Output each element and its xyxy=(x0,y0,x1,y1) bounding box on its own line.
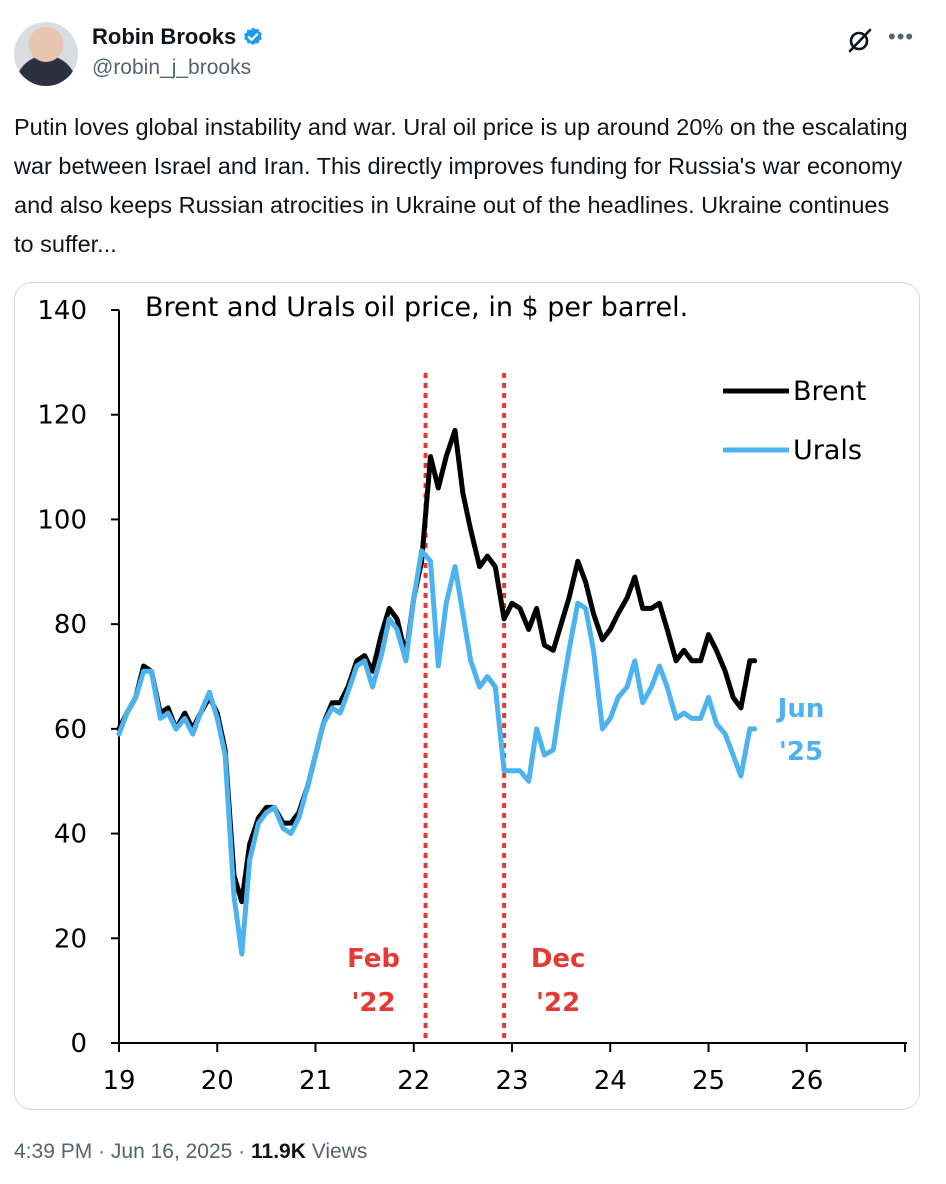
y-tick-label: 100 xyxy=(37,505,87,535)
event-label: Feb xyxy=(347,944,400,974)
series-line-urals xyxy=(116,548,758,957)
x-tick-label: 19 xyxy=(102,1066,135,1096)
x-tick-label: 25 xyxy=(692,1066,725,1096)
event-label: Dec xyxy=(531,944,586,974)
post-time[interactable]: 4:39 PM xyxy=(14,1140,93,1163)
y-tick-label: 140 xyxy=(37,296,87,326)
y-tick-label: 120 xyxy=(37,401,87,431)
event-label: '22 xyxy=(536,988,580,1018)
author-name[interactable]: Robin Brooks xyxy=(92,24,237,49)
x-tick-label: 20 xyxy=(201,1066,234,1096)
x-tick-label: 26 xyxy=(790,1066,823,1096)
verified-badge-icon xyxy=(244,27,263,45)
chart-title: Brent and Urals oil price, in $ per barr… xyxy=(145,292,688,323)
y-tick-label: 60 xyxy=(54,715,87,745)
author-handle[interactable]: @robin_j_brooks xyxy=(92,56,252,79)
avatar[interactable] xyxy=(14,22,78,86)
x-tick-label: 23 xyxy=(495,1066,528,1096)
x-tick-label: 21 xyxy=(299,1066,332,1096)
more-icon[interactable]: ••• xyxy=(888,24,915,49)
end-label: Jun xyxy=(776,694,825,724)
end-label: '25 xyxy=(779,737,823,767)
post-date[interactable]: Jun 16, 2025 xyxy=(110,1140,233,1163)
y-tick-label: 40 xyxy=(54,820,87,850)
oil-price-chart: 0 20 40 60 80 100 120 140 19 20 21 22 23 24 25 26 Brent … xyxy=(37,292,907,1096)
meta-separator: · xyxy=(232,1140,251,1163)
tweet-meta: 4:39 PM · Jun 16, 2025 · 11.9K Views xyxy=(14,1140,367,1164)
event-label: '22 xyxy=(351,988,395,1018)
legend-label: Brent xyxy=(793,376,866,407)
y-tick-label: 80 xyxy=(54,610,87,640)
y-tick-label: 0 xyxy=(70,1029,87,1059)
tweet-text: Putin loves global instability and war. … xyxy=(14,114,908,257)
views-label: Views xyxy=(305,1140,368,1163)
x-tick-label: 22 xyxy=(397,1066,430,1096)
views-count: 11.9K xyxy=(251,1140,306,1163)
author-row: Robin Brooks xyxy=(92,24,264,50)
y-tick-label: 20 xyxy=(54,924,87,954)
chart-image[interactable]: 0 20 40 60 80 100 120 140 19 20 21 22 23 24 25 26 Brent … xyxy=(14,282,920,1110)
grok-icon[interactable] xyxy=(846,26,874,54)
legend-label: Urals xyxy=(793,435,862,466)
meta-separator: · xyxy=(92,1140,111,1163)
x-tick-label: 24 xyxy=(594,1066,627,1096)
